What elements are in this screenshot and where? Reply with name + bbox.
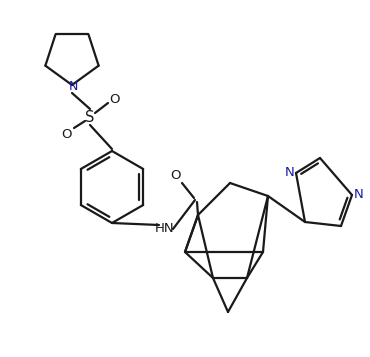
Text: S: S bbox=[85, 110, 95, 125]
Text: O: O bbox=[170, 169, 180, 181]
Text: N: N bbox=[354, 187, 364, 201]
Text: O: O bbox=[109, 92, 119, 106]
Text: N: N bbox=[68, 80, 78, 92]
Text: O: O bbox=[61, 127, 71, 141]
Text: N: N bbox=[285, 166, 295, 178]
Text: HN: HN bbox=[155, 222, 175, 236]
